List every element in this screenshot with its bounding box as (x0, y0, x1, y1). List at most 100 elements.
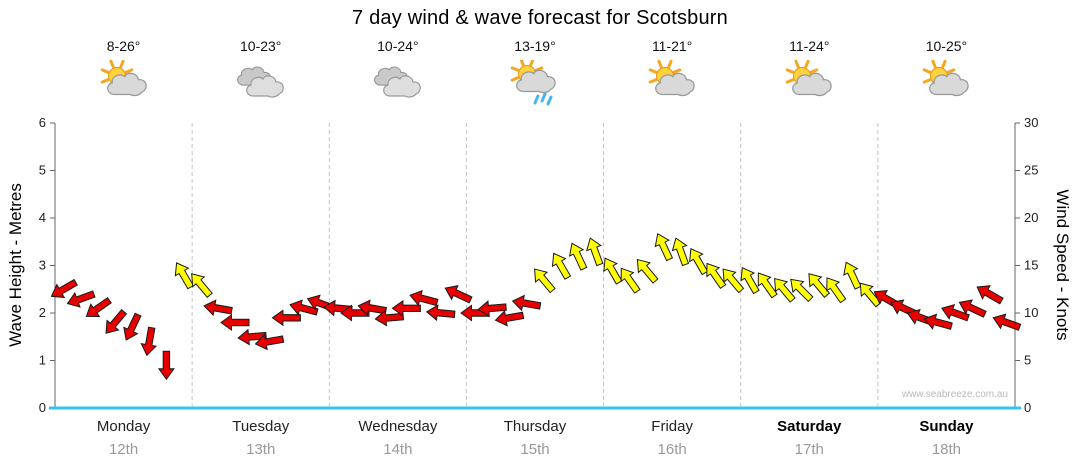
wind-arrow (923, 313, 953, 330)
wind-arrow (992, 313, 1022, 331)
wind-arrow (494, 309, 525, 327)
day-temp-range: 13-19° (514, 38, 556, 54)
wind-arrow (636, 258, 659, 284)
wind-arrow-shape (689, 247, 709, 276)
wind-arrow (105, 309, 128, 334)
wind-arrow (774, 277, 796, 303)
wind-arrow-shape (706, 262, 727, 289)
day-header: 10-24° (329, 38, 466, 108)
wave-axis-tick-label: 1 (39, 353, 46, 368)
cloud-icon (655, 72, 695, 97)
cloud-icon (371, 58, 425, 108)
day-header: 13-19° (466, 38, 603, 108)
wind-arrow-shape (534, 268, 556, 294)
wind-arrow-shape (722, 268, 745, 294)
cloud-icon (106, 72, 147, 97)
day-label: Wednesday 14th (329, 418, 466, 458)
wind-arrow (620, 267, 641, 294)
wind-axis-tick-label: 25 (1024, 163, 1038, 178)
chart-title: 7 day wind & wave forecast for Scotsburn (352, 7, 728, 29)
day-temp-range: 10-24° (377, 38, 419, 54)
day-date: 17th (794, 441, 824, 458)
wind-arrow (534, 268, 556, 294)
cloud-icon (929, 72, 970, 97)
wind-arrow-shape (85, 296, 112, 317)
day-name: Wednesday (358, 418, 438, 435)
wind-arrow-shape (357, 299, 388, 317)
wind-axis-tick-label: 15 (1024, 258, 1038, 273)
day-labels-row: Monday 12th Tuesday 13th Wednesday 14th … (55, 418, 1015, 458)
day-name: Tuesday (232, 418, 290, 435)
wind-arrow-shape (105, 309, 128, 334)
wind-arrow-shape (808, 273, 831, 298)
wind-arrow (976, 285, 1004, 305)
wind-arrow-shape (494, 309, 525, 327)
wind-arrow (254, 333, 285, 351)
day-temp-range: 11-24° (789, 38, 830, 54)
wind-arrow (757, 272, 778, 299)
wind-arrow-shape (191, 273, 213, 298)
wind-arrow (85, 296, 112, 317)
wind-arrow-shape (958, 299, 987, 318)
day-label: Friday 16th (604, 418, 741, 458)
wind-arrow-shape (774, 277, 796, 303)
wind-arrow (444, 285, 473, 304)
wave-axis-tick-label: 4 (39, 210, 46, 225)
watermark: www.seabreeze.com.au (901, 389, 1008, 400)
day-date: 15th (520, 441, 550, 458)
wind-arrow-shape (568, 242, 588, 271)
wind-arrow (191, 273, 213, 298)
wind-arrow-shape (66, 290, 96, 308)
day-name: Friday (651, 418, 693, 435)
wind-arrow-shape (740, 266, 760, 295)
day-date: 12th (108, 441, 139, 458)
day-date: 16th (657, 441, 687, 458)
wind-arrow-shape (671, 237, 690, 267)
wind-arrow-shape (477, 300, 507, 318)
wind-arrow-shape (203, 299, 233, 317)
day-temp-range: 10-25° (925, 38, 968, 54)
wind-arrow (425, 304, 456, 322)
wind-arrow (409, 289, 439, 307)
wind-arrow-shape (976, 285, 1004, 305)
wind-arrow-shape (271, 309, 301, 327)
wind-arrow-shape (140, 326, 158, 357)
wind-axis-tick-label: 30 (1024, 115, 1038, 130)
wind-arrow-shape (603, 257, 623, 285)
wind-arrow-shape (157, 350, 175, 381)
wind-arrow (237, 328, 267, 346)
wind-arrow (706, 262, 727, 289)
wind-arrow (551, 252, 572, 280)
sun-cloud-icon (919, 58, 973, 108)
wind-arrow (603, 257, 623, 285)
day-label: Saturday 17th (741, 418, 878, 458)
day-label: Tuesday 13th (192, 418, 329, 458)
day-label: Sunday 18th (878, 418, 1015, 458)
wind-arrow (958, 299, 987, 318)
cloud-icon (382, 75, 421, 98)
day-header: 11-21° (604, 38, 741, 108)
day-header: 11-24° (741, 38, 878, 108)
day-temp-range: 11-21° (651, 38, 693, 54)
wind-arrow (826, 277, 847, 304)
wind-arrow-shape (425, 304, 456, 322)
day-temp-range: 10-23° (240, 38, 282, 54)
sun-cloud-icon (645, 58, 699, 108)
wind-arrow (174, 262, 195, 290)
wind-arrow-shape (586, 237, 604, 267)
wind-arrow-shape (551, 252, 572, 280)
wind-arrow-shape (289, 299, 319, 316)
day-header: 8-26° (55, 38, 192, 108)
wind-axis-tick-label: 20 (1024, 210, 1038, 225)
wind-arrow (271, 309, 301, 327)
wind-arrow (340, 304, 370, 322)
wind-arrow (722, 268, 745, 294)
day-name: Saturday (777, 418, 842, 435)
day-label: Monday 12th (55, 418, 192, 458)
sun-cloud-icon (97, 58, 151, 108)
day-name: Sunday (919, 418, 974, 435)
wind-arrow-shape (757, 272, 778, 299)
wind-arrow (843, 261, 862, 290)
wind-arrow (941, 304, 970, 322)
wind-arrow (689, 247, 709, 276)
